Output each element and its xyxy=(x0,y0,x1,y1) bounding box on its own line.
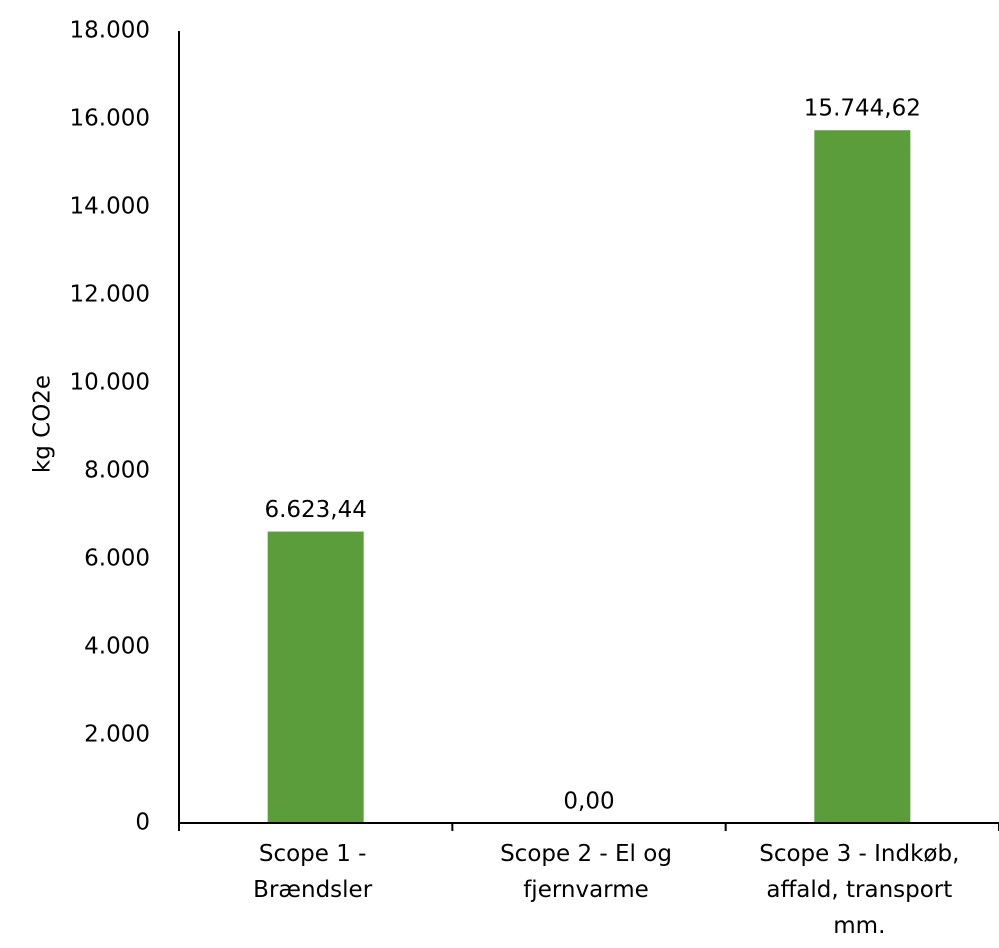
x-tick-label: Scope 3 - Indkøb, affald, transport mm. xyxy=(759,841,959,939)
data-labels: 6.623,44 0,00 15.744,62 xyxy=(264,96,920,815)
y-tick-label: 10.000 xyxy=(70,370,150,396)
y-tick-label: 14.000 xyxy=(70,194,150,220)
y-tick-label: 16.000 xyxy=(70,106,150,132)
bar xyxy=(814,130,911,824)
y-tick-label: 2.000 xyxy=(84,722,150,748)
y-tick-label: 18.000 xyxy=(70,18,150,44)
data-label: 0,00 xyxy=(563,789,614,815)
y-axis-ticks: 0 2.000 4.000 6.000 8.000 10.000 12.000 14.000 1… xyxy=(70,18,150,836)
bar xyxy=(267,531,364,823)
data-label: 6.623,44 xyxy=(264,497,366,523)
y-tick-label: 6.000 xyxy=(84,546,150,572)
axes xyxy=(178,31,999,831)
category-labels: Scope 1 -Brændsler Scope 2 - El og fjernva… xyxy=(253,841,959,939)
data-label: 15.744,62 xyxy=(804,96,921,122)
bars xyxy=(267,130,911,824)
x-tick-label: Scope 2 - El og fjernvarme xyxy=(500,841,672,903)
y-tick-label: 0 xyxy=(135,810,150,836)
y-tick-label: 8.000 xyxy=(84,458,150,484)
x-tick-label: Scope 1 -Brændsler xyxy=(253,841,373,903)
y-axis-title: kg CO2e xyxy=(30,375,56,473)
y-tick-label: 4.000 xyxy=(84,634,150,660)
y-tick-label: 12.000 xyxy=(70,282,150,308)
